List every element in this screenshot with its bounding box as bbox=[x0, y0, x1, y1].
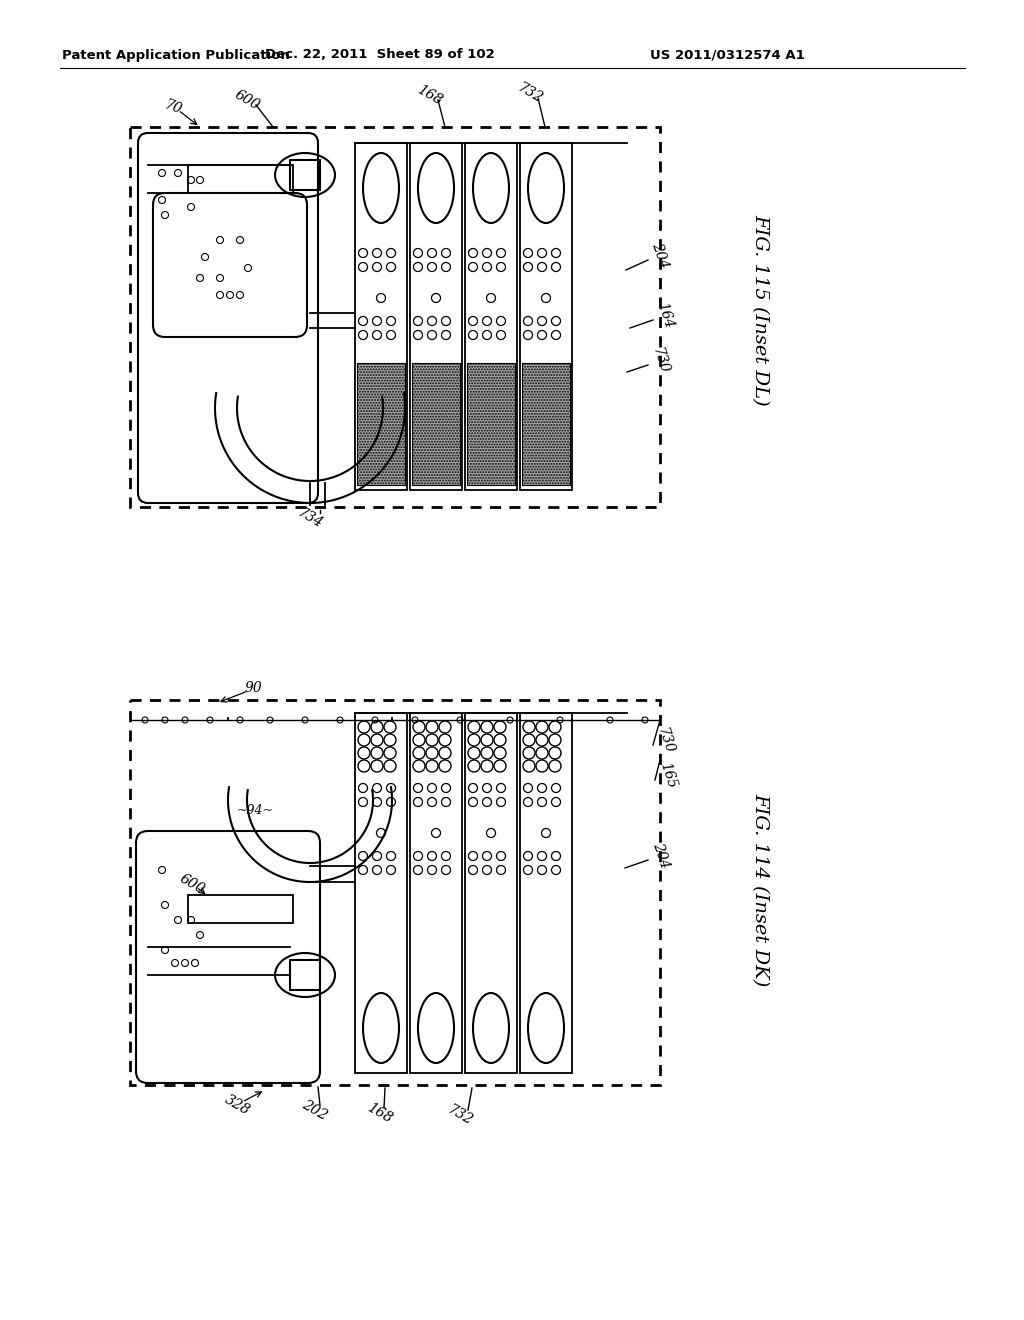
Bar bbox=[520, 713, 572, 1073]
Text: 164: 164 bbox=[654, 300, 676, 330]
Text: 165: 165 bbox=[657, 760, 679, 789]
Bar bbox=[355, 713, 407, 1073]
Text: 168: 168 bbox=[365, 1101, 395, 1126]
Bar bbox=[290, 960, 319, 990]
Text: 70: 70 bbox=[162, 98, 183, 116]
Text: 204: 204 bbox=[650, 840, 672, 870]
Text: 600: 600 bbox=[232, 87, 262, 112]
Text: FIG. 114 (Inset DK): FIG. 114 (Inset DK) bbox=[751, 793, 769, 986]
Text: Dec. 22, 2011  Sheet 89 of 102: Dec. 22, 2011 Sheet 89 of 102 bbox=[265, 49, 495, 62]
Bar bbox=[188, 165, 293, 193]
Text: ~94~: ~94~ bbox=[237, 804, 273, 817]
Text: 734: 734 bbox=[295, 506, 325, 531]
Bar bbox=[290, 160, 319, 190]
Text: 328: 328 bbox=[222, 1092, 252, 1118]
Text: 730: 730 bbox=[654, 725, 676, 755]
Text: 600: 600 bbox=[177, 871, 207, 896]
Bar bbox=[465, 713, 517, 1073]
Text: 204: 204 bbox=[649, 240, 671, 269]
Bar bbox=[355, 143, 407, 490]
Bar bbox=[520, 143, 572, 490]
Text: FIG. 115 (Inset DL): FIG. 115 (Inset DL) bbox=[751, 214, 769, 405]
Text: 732: 732 bbox=[515, 81, 545, 106]
Text: Patent Application Publication: Patent Application Publication bbox=[62, 49, 290, 62]
Text: 202: 202 bbox=[300, 1097, 330, 1123]
Bar bbox=[522, 363, 570, 484]
Bar bbox=[412, 363, 460, 484]
Text: 168: 168 bbox=[415, 82, 445, 108]
Bar bbox=[130, 127, 660, 507]
Text: 90: 90 bbox=[244, 681, 262, 696]
Bar bbox=[410, 713, 462, 1073]
Bar bbox=[357, 363, 406, 484]
Bar bbox=[410, 143, 462, 490]
Text: 730: 730 bbox=[649, 345, 671, 375]
Bar bbox=[130, 700, 660, 1085]
Bar bbox=[467, 363, 515, 484]
Text: US 2011/0312574 A1: US 2011/0312574 A1 bbox=[650, 49, 805, 62]
Text: 732: 732 bbox=[445, 1102, 475, 1127]
Bar bbox=[465, 143, 517, 490]
Bar bbox=[188, 895, 293, 923]
